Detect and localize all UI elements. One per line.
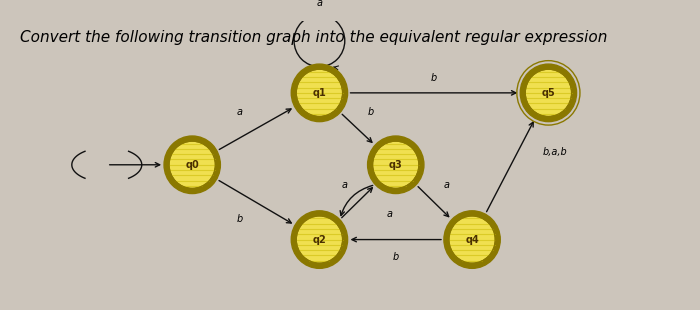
Text: b: b (368, 107, 373, 117)
Ellipse shape (169, 141, 216, 188)
Text: b,a,b: b,a,b (542, 147, 567, 157)
Text: a: a (316, 0, 323, 8)
Text: q2: q2 (312, 235, 326, 245)
Ellipse shape (291, 64, 348, 122)
Text: q1: q1 (312, 88, 326, 98)
Text: q4: q4 (466, 235, 479, 245)
Ellipse shape (520, 64, 577, 122)
Text: q5: q5 (542, 88, 555, 98)
Text: q3: q3 (389, 160, 402, 170)
Text: b: b (393, 252, 399, 262)
Text: b: b (430, 73, 437, 83)
Text: a: a (444, 180, 449, 190)
Text: q0: q0 (186, 160, 199, 170)
Text: a: a (386, 209, 393, 219)
Text: b: b (237, 215, 243, 224)
Ellipse shape (368, 136, 424, 193)
Ellipse shape (291, 211, 348, 268)
Ellipse shape (525, 69, 571, 117)
Text: Convert the following transition graph into the equivalent regular expression: Convert the following transition graph i… (20, 29, 608, 45)
Text: a: a (237, 107, 243, 117)
Ellipse shape (296, 216, 342, 263)
Ellipse shape (372, 141, 419, 188)
Text: a: a (342, 180, 348, 190)
Ellipse shape (164, 136, 220, 193)
Ellipse shape (444, 211, 500, 268)
Ellipse shape (296, 69, 342, 117)
Ellipse shape (449, 216, 495, 263)
